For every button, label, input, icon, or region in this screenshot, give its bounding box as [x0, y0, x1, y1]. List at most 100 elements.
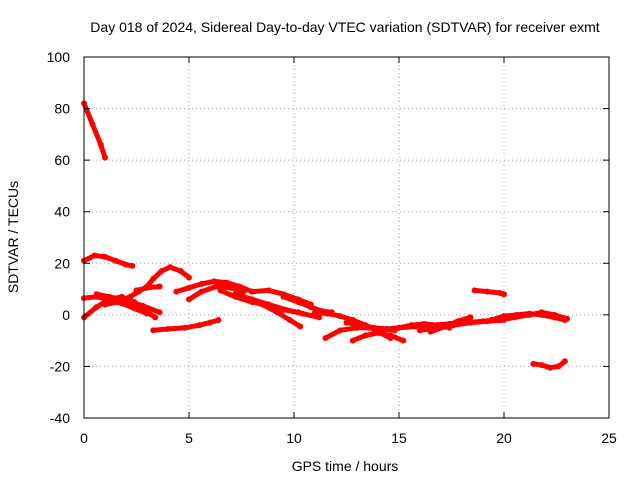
data-point [186, 296, 192, 303]
data-point [417, 327, 423, 334]
y-tick-label: 40 [54, 204, 70, 220]
data-point [158, 268, 165, 275]
x-tick-label: 0 [80, 430, 88, 446]
data-point [223, 279, 230, 286]
data-point [123, 261, 129, 268]
data-point [299, 310, 306, 317]
data-point [471, 287, 478, 294]
data-point [167, 264, 174, 271]
data-point [93, 304, 100, 311]
data-point [217, 287, 224, 294]
data-point [307, 304, 314, 311]
data-point [91, 252, 98, 259]
chart-title: Day 018 of 2024, Sidereal Day-to-day VTE… [90, 19, 599, 35]
y-tick-label: -40 [50, 410, 70, 426]
y-tick-label: 0 [62, 307, 70, 323]
data-point [139, 302, 146, 309]
x-tick-label: 5 [185, 430, 193, 446]
data-point [501, 313, 507, 320]
y-axis-label: SDTVAR / TECUs [5, 181, 21, 293]
data-point [513, 311, 520, 318]
data-point [129, 262, 136, 269]
data-point [467, 319, 474, 326]
data-point [156, 283, 163, 290]
data-point [89, 121, 96, 128]
data-point [454, 318, 461, 325]
data-point [358, 322, 365, 329]
data-point [198, 288, 205, 295]
data-point [561, 358, 568, 365]
data-point [349, 337, 356, 344]
series-group [81, 100, 570, 371]
data-point [555, 363, 562, 370]
data-point [207, 319, 213, 326]
plot-frame [83, 56, 610, 419]
data-point [538, 362, 545, 369]
data-point [259, 301, 266, 308]
x-axis-label: GPS time / hours [292, 458, 399, 474]
data-point [102, 301, 108, 308]
data-point [112, 257, 119, 264]
axis-ticks: 0 5 10 15 20 25 -40 -20 0 20 40 60 80 100 [47, 49, 617, 446]
y-tick-label: 80 [54, 101, 70, 117]
data-point [93, 291, 100, 298]
data-point [165, 326, 171, 333]
data-point [177, 268, 184, 275]
data-point [551, 314, 558, 321]
data-point [467, 314, 474, 321]
data-point [501, 291, 507, 298]
data-point [228, 284, 234, 291]
data-point [412, 323, 419, 330]
data-point [144, 310, 150, 317]
data-point [530, 360, 537, 367]
data-point [488, 317, 495, 324]
data-point [106, 293, 113, 300]
data-point [102, 253, 108, 260]
data-point [186, 274, 192, 281]
data-point [400, 337, 407, 344]
data-point [538, 311, 545, 318]
data-point [213, 283, 220, 290]
data-point [396, 324, 402, 331]
data-point [375, 329, 381, 336]
data-point [215, 317, 222, 324]
data-point [362, 332, 369, 339]
series-line-s14 [260, 302, 303, 329]
data-point [196, 322, 203, 329]
x-tick-label: 25 [601, 430, 617, 446]
series-line-s22 [428, 314, 473, 335]
data-point [343, 319, 350, 326]
x-tick-label: 10 [286, 430, 302, 446]
data-point [211, 278, 218, 285]
data-point [442, 323, 449, 330]
data-point [322, 335, 329, 342]
data-point [173, 288, 180, 295]
data-point [387, 332, 394, 339]
series-line-s6 [102, 264, 192, 307]
data-point [526, 310, 533, 317]
data-point [150, 275, 157, 282]
data-point [274, 309, 281, 316]
data-point [280, 293, 287, 300]
data-point [297, 323, 304, 330]
y-tick-label: 100 [47, 49, 71, 65]
data-point [181, 324, 188, 331]
data-point [561, 317, 568, 324]
data-point [337, 313, 344, 320]
y-tick-label: 20 [54, 255, 70, 271]
data-point [427, 328, 434, 335]
data-point [286, 317, 293, 324]
data-point [114, 298, 121, 305]
data-point [484, 288, 491, 295]
data-point [370, 324, 377, 331]
data-point [383, 326, 390, 333]
data-point [240, 288, 247, 295]
data-point [232, 291, 239, 298]
data-point [156, 309, 163, 316]
data-point [127, 293, 134, 300]
series-line-s1 [81, 100, 108, 161]
data-point [186, 284, 192, 291]
data-point [131, 305, 138, 312]
x-tick-label: 20 [496, 430, 512, 446]
